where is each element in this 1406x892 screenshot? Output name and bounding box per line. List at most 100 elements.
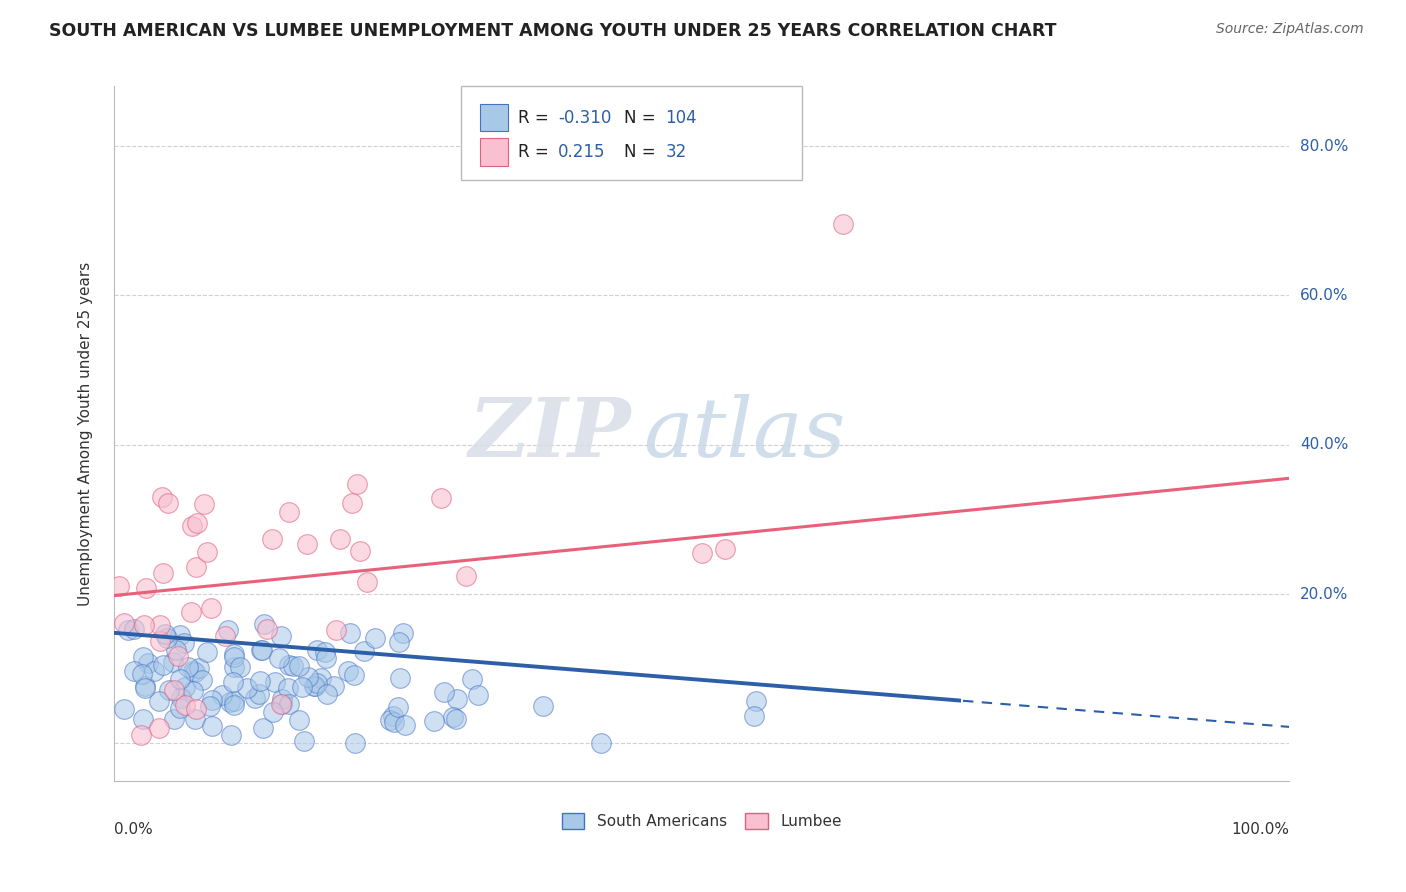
Point: [180, 606, 202, 620]
Point: [267, 650, 290, 665]
Point: [292, 734, 315, 748]
Point: [346, 477, 368, 491]
Point: [122, 664, 145, 678]
Point: [156, 632, 179, 646]
Point: [262, 705, 284, 719]
Text: 40.0%: 40.0%: [1301, 437, 1348, 452]
Point: [108, 579, 131, 593]
Point: [394, 717, 416, 731]
Point: [329, 533, 352, 547]
Text: 80.0%: 80.0%: [1301, 138, 1348, 153]
Point: [131, 667, 153, 681]
Point: [157, 496, 180, 510]
Point: [217, 624, 239, 638]
Point: [337, 664, 360, 678]
Point: [270, 697, 292, 711]
Point: [277, 681, 299, 695]
Point: [391, 626, 413, 640]
Point: [263, 675, 285, 690]
Point: [163, 712, 186, 726]
Legend: South Americans, Lumbee: South Americans, Lumbee: [555, 807, 848, 836]
Text: SOUTH AMERICAN VS LUMBEE UNEMPLOYMENT AMONG YOUTH UNDER 25 YEARS CORRELATION CHA: SOUTH AMERICAN VS LUMBEE UNEMPLOYMENT AM…: [49, 22, 1057, 40]
Point: [169, 672, 191, 686]
Point: [177, 660, 200, 674]
Point: [387, 700, 409, 714]
Point: [195, 545, 218, 559]
Point: [690, 546, 713, 560]
Point: [271, 697, 294, 711]
Point: [422, 714, 444, 729]
Text: 60.0%: 60.0%: [1301, 288, 1348, 303]
Text: 32: 32: [665, 144, 686, 161]
Point: [112, 702, 135, 716]
Point: [201, 693, 224, 707]
Point: [589, 736, 612, 750]
Text: 100.0%: 100.0%: [1232, 822, 1289, 838]
Point: [340, 496, 363, 510]
Point: [222, 649, 245, 664]
Point: [287, 713, 309, 727]
Point: [188, 661, 211, 675]
Point: [186, 516, 208, 530]
Point: [309, 671, 332, 685]
Point: [129, 728, 152, 742]
Point: [131, 712, 153, 726]
Point: [222, 674, 245, 689]
Point: [193, 497, 215, 511]
Point: [148, 694, 170, 708]
Point: [183, 684, 205, 698]
Point: [343, 668, 366, 682]
Point: [152, 657, 174, 672]
Point: [252, 722, 274, 736]
Text: -0.310: -0.310: [558, 109, 612, 127]
Point: [322, 679, 344, 693]
Point: [191, 673, 214, 688]
Point: [219, 695, 242, 709]
Point: [184, 665, 207, 680]
Point: [356, 574, 378, 589]
Point: [200, 600, 222, 615]
Point: [162, 655, 184, 669]
Text: 0.215: 0.215: [558, 144, 606, 161]
Point: [295, 537, 318, 551]
Point: [278, 658, 301, 673]
Text: R =: R =: [519, 144, 554, 161]
Point: [441, 710, 464, 724]
Point: [305, 676, 328, 690]
Point: [444, 712, 467, 726]
Text: N =: N =: [624, 144, 661, 161]
Point: [153, 627, 176, 641]
Point: [132, 649, 155, 664]
Point: [467, 689, 489, 703]
Point: [198, 699, 221, 714]
Point: [262, 532, 284, 546]
Point: [256, 622, 278, 636]
Point: [364, 631, 387, 645]
Point: [222, 659, 245, 673]
Point: [314, 645, 336, 659]
Point: [173, 698, 195, 713]
Point: [132, 617, 155, 632]
Point: [388, 634, 411, 648]
Text: 0.0%: 0.0%: [114, 822, 153, 838]
Point: [122, 622, 145, 636]
Point: [278, 698, 301, 712]
Point: [343, 736, 366, 750]
Point: [211, 689, 233, 703]
Point: [112, 616, 135, 631]
Point: [165, 642, 187, 657]
Point: [270, 629, 292, 643]
Point: [201, 719, 224, 733]
Text: 104: 104: [665, 109, 697, 127]
Point: [531, 698, 554, 713]
Point: [271, 692, 294, 706]
Text: 20.0%: 20.0%: [1301, 587, 1348, 601]
Point: [167, 648, 190, 663]
Point: [461, 672, 484, 686]
Point: [135, 581, 157, 595]
Point: [136, 656, 159, 670]
Point: [243, 690, 266, 705]
Point: [430, 491, 453, 505]
Text: R =: R =: [519, 109, 554, 127]
Text: ZIP: ZIP: [468, 393, 631, 474]
